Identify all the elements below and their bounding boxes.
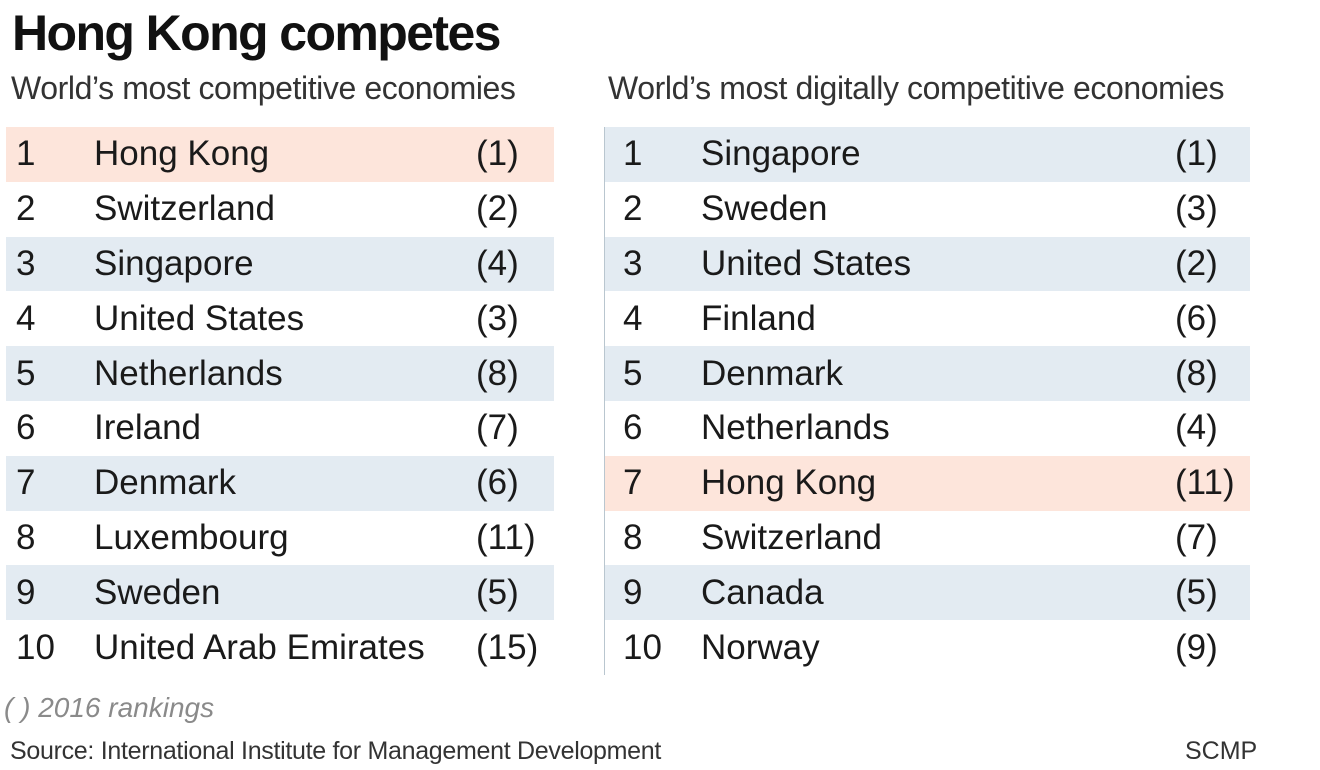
left-table-title: World’s most competitive economies [11,70,516,106]
digital-previous-rank: (11) [1175,463,1235,503]
competitive-country: Sweden [94,572,221,612]
digital-rank: 3 [623,243,643,283]
competitive-rank: 3 [16,243,36,283]
competitive-rank: 1 [16,134,36,174]
competitive-country: Ireland [94,408,202,448]
competitive-rank: 8 [16,517,36,557]
digital-row: 9 Canada (5) [605,565,1250,621]
digital-rank: 5 [623,353,643,393]
competitive-previous-rank: (7) [476,408,519,448]
digital-row: 8 Switzerland (7) [605,511,1250,566]
digital-previous-rank: (6) [1175,298,1218,338]
right-table-title: World’s most digitally competitive econo… [608,70,1225,106]
competitive-previous-rank: (4) [476,243,519,283]
competitive-rank: 4 [16,298,36,338]
digital-rank: 4 [623,298,643,338]
competitive-country: United Arab Emirates [94,627,425,667]
competitive-economies-table: 1 Hong Kong (1) 2 Switzerland (2) 3 Singapore (4… [6,127,554,675]
competitive-previous-rank: (6) [476,463,519,503]
competitive-country: Hong Kong [94,134,270,174]
digital-row: 6 Netherlands (4) [605,401,1250,456]
digital-country: Netherlands [701,408,890,448]
competitive-previous-rank: (3) [476,298,519,338]
digital-previous-rank: (1) [1175,134,1218,174]
digital-row: 10 Norway (9) [605,620,1250,675]
competitive-previous-rank: (1) [476,134,519,174]
digital-rank: 10 [623,627,662,667]
competitive-previous-rank: (5) [476,572,519,612]
competitive-rank: 6 [16,408,36,448]
digital-previous-rank: (3) [1175,189,1218,229]
competitive-rank: 10 [16,627,55,667]
competitive-rank: 9 [16,572,36,612]
digital-country: Singapore [701,134,861,174]
digital-row: 2 Sweden (3) [605,182,1250,237]
digital-rank: 6 [623,408,643,448]
digital-row: 3 United States (2) [605,236,1250,292]
competitive-previous-rank: (8) [476,353,519,393]
competitive-rank: 5 [16,353,36,393]
digital-previous-rank: (7) [1175,517,1218,557]
digital-rank: 1 [623,134,643,174]
competitive-row: 6 Ireland (7) [6,401,554,456]
digital-country: Sweden [701,189,828,229]
digital-country: Canada [701,572,824,612]
competitive-row: 9 Sweden (5) [6,565,554,621]
digital-row: 4 Finland (6) [605,291,1250,346]
competitive-country: United States [94,298,305,338]
digital-rank: 8 [623,517,643,557]
competitive-country: Denmark [94,463,236,503]
source-text: Source: International Institute for Mana… [10,737,662,765]
competitive-row: 5 Netherlands (8) [6,346,554,401]
digital-previous-rank: (2) [1175,243,1218,283]
competitive-previous-rank: (15) [476,627,539,667]
competitive-country: Luxembourg [94,517,289,557]
competitive-country: Netherlands [94,353,283,393]
competitive-rank: 7 [16,463,36,503]
rankings-note: ( ) 2016 rankings [4,692,215,723]
digital-country: Hong Kong [701,463,877,503]
competitive-country: Switzerland [94,189,275,229]
digital-row: 5 Denmark (8) [605,346,1250,401]
digital-rank: 2 [623,189,643,229]
chart-title: Hong Kong competes [12,5,501,61]
competitive-previous-rank: (2) [476,189,519,229]
digital-rank: 7 [623,463,643,503]
digital-country: United States [701,243,912,283]
credit-text: SCMP [1185,737,1258,765]
competitive-country: Singapore [94,243,254,283]
digital-previous-rank: (8) [1175,353,1218,393]
digital-previous-rank: (5) [1175,572,1218,612]
competitive-previous-rank: (11) [476,517,536,557]
digital-country: Norway [701,627,820,667]
competitive-row: 10 United Arab Emirates (15) [6,620,554,675]
digital-country: Finland [701,298,816,338]
digital-row: 1 Singapore (1) [605,127,1250,182]
digital-competitive-economies-table: 1 Singapore (1) 2 Sweden (3) 3 United States (2)… [604,127,1250,675]
competitive-row: 2 Switzerland (2) [6,182,554,237]
competitive-row: 3 Singapore (4) [6,236,554,292]
digital-country: Switzerland [701,517,882,557]
competitive-row: 1 Hong Kong (1) [6,127,554,182]
digital-previous-rank: (4) [1175,408,1218,448]
digital-previous-rank: (9) [1175,627,1218,667]
competitive-row: 7 Denmark (6) [6,455,554,511]
digital-rank: 9 [623,572,643,612]
competitive-row: 4 United States (3) [6,291,554,346]
competitive-rank: 2 [16,189,36,229]
competitive-row: 8 Luxembourg (11) [6,511,554,566]
digital-row: 7 Hong Kong (11) [605,455,1250,511]
digital-country: Denmark [701,353,843,393]
